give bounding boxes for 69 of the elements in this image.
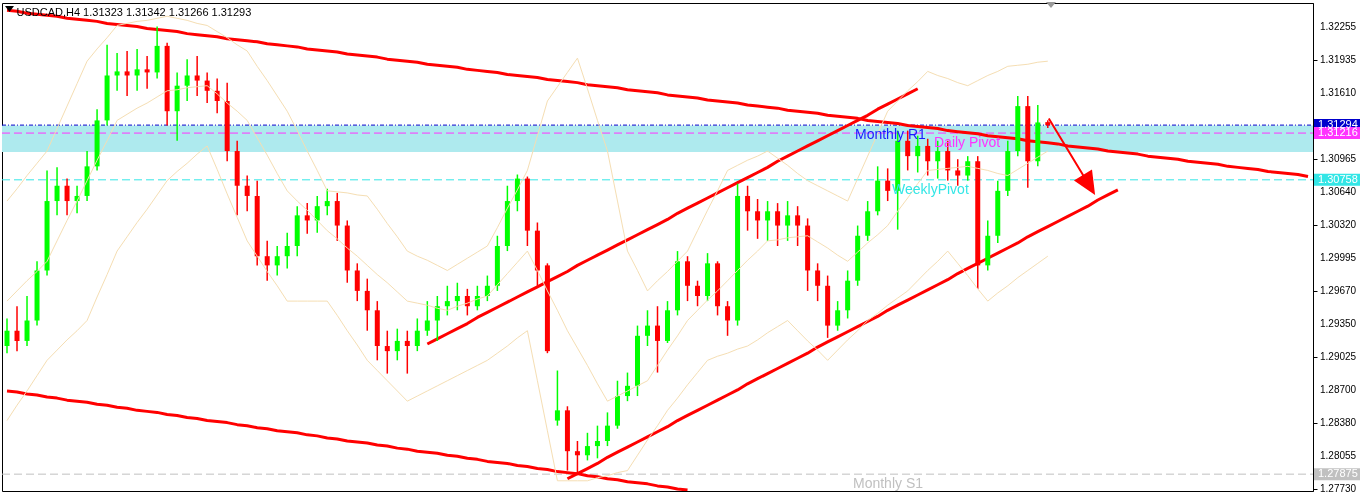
y-tick-label: 1.28055 bbox=[1320, 449, 1357, 461]
band-label: Monthly R1 bbox=[855, 125, 927, 142]
y-tick-label: 1.32255 bbox=[1320, 20, 1357, 32]
candlestick bbox=[574, 440, 580, 474]
candlestick bbox=[404, 329, 410, 375]
candlestick bbox=[775, 202, 781, 247]
y-tick-label: 1.31610 bbox=[1320, 86, 1357, 98]
candlestick bbox=[424, 300, 430, 337]
candlestick bbox=[755, 198, 761, 240]
y-tick-label: 1.27730 bbox=[1320, 482, 1357, 494]
y-tick-label: 1.28700 bbox=[1320, 383, 1357, 395]
y-tick-label: 1.29025 bbox=[1320, 350, 1357, 362]
text: 1.27875 bbox=[1318, 467, 1358, 480]
candlestick bbox=[394, 327, 400, 362]
candlestick bbox=[745, 184, 751, 232]
candlestick bbox=[885, 167, 891, 202]
candlestick bbox=[765, 200, 771, 242]
chart-title: USDCAD,H4 1.31323 1.31342 1.31266 1.31293 bbox=[16, 6, 252, 18]
candlestick bbox=[384, 329, 390, 375]
candlestick bbox=[644, 309, 650, 347]
y-tick-label: 1.30640 bbox=[1320, 185, 1357, 197]
y-tick-label: 1.28380 bbox=[1320, 416, 1357, 428]
ref-line-label: Daily Pivot bbox=[934, 134, 1001, 151]
candlestick bbox=[4, 317, 10, 354]
candlestick bbox=[184, 58, 190, 102]
candlestick bbox=[444, 285, 450, 317]
candlestick bbox=[264, 240, 270, 282]
y-tick-label: 1.30965 bbox=[1320, 152, 1357, 164]
y-tick-label: 1.30320 bbox=[1320, 218, 1357, 230]
candlestick bbox=[655, 305, 660, 374]
candlestick bbox=[965, 155, 971, 182]
candlestick bbox=[364, 277, 370, 332]
candlestick bbox=[414, 317, 420, 352]
candlestick bbox=[54, 166, 60, 217]
candlestick bbox=[124, 50, 130, 97]
candlestick bbox=[194, 55, 200, 97]
candlestick bbox=[584, 432, 590, 462]
candlestick bbox=[304, 202, 310, 235]
candlestick bbox=[314, 195, 320, 234]
candlestick bbox=[454, 281, 460, 312]
candlestick bbox=[835, 300, 841, 332]
candlestick bbox=[64, 177, 70, 217]
candlestick bbox=[244, 174, 250, 213]
candlestick bbox=[554, 369, 560, 427]
candlestick bbox=[434, 295, 440, 342]
candlestick bbox=[24, 295, 30, 347]
y-tick-label: 1.29670 bbox=[1320, 284, 1357, 296]
candlestick bbox=[785, 200, 791, 242]
candlestick bbox=[274, 245, 280, 277]
candlestick bbox=[594, 424, 600, 460]
candlestick bbox=[324, 188, 330, 217]
candlestick bbox=[604, 411, 610, 447]
candlestick bbox=[925, 138, 931, 177]
y-tick-label: 1.29350 bbox=[1320, 317, 1357, 329]
y-tick-label: 1.29995 bbox=[1320, 251, 1357, 263]
candlestick bbox=[354, 262, 360, 302]
candlestick bbox=[114, 52, 120, 92]
candlestick bbox=[795, 205, 801, 247]
candlestick bbox=[284, 231, 290, 270]
candlestick bbox=[725, 300, 731, 337]
y-tick-label: 1.31935 bbox=[1320, 53, 1357, 65]
candlestick bbox=[14, 305, 20, 352]
candlestick bbox=[695, 279, 701, 307]
candlestick bbox=[134, 48, 140, 92]
candlestick bbox=[144, 55, 150, 90]
candlestick bbox=[815, 262, 821, 302]
text: 1.30758 bbox=[1318, 172, 1358, 185]
candlestick bbox=[905, 129, 911, 172]
ref-line-label: Monthly S1 bbox=[853, 475, 924, 492]
